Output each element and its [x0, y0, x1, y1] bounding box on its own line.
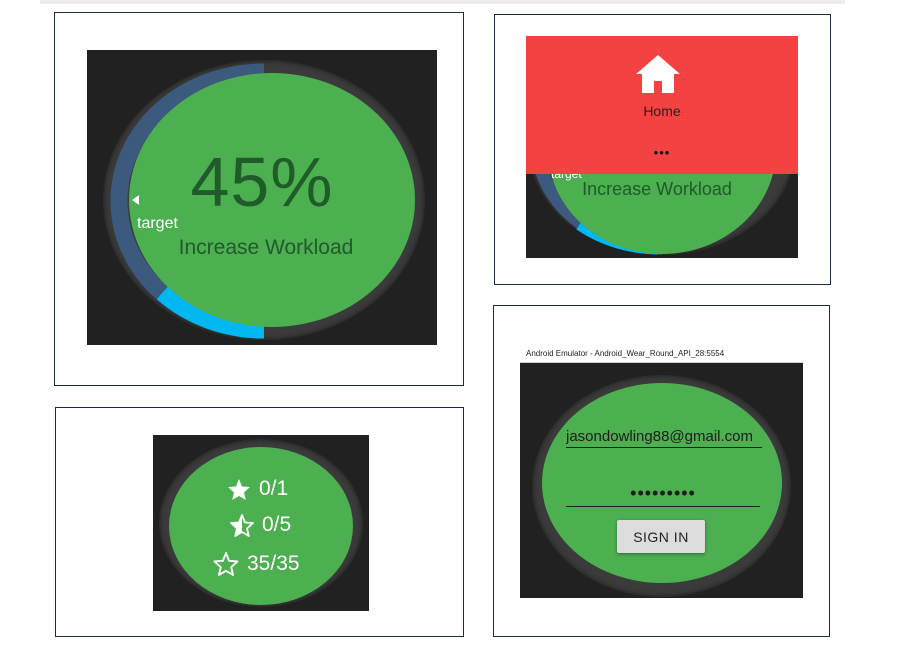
progress-percent: 45%: [190, 143, 334, 221]
home-label[interactable]: Home: [643, 103, 681, 119]
star-filled-icon: [228, 478, 250, 500]
star-half-icon: [230, 513, 254, 537]
login-watch-screen: Android Emulator - Android_Wear_Round_AP…: [520, 345, 803, 598]
sign-in-button[interactable]: SIGN IN: [617, 520, 705, 553]
target-label: target: [137, 215, 178, 232]
workload-message: Increase Workload: [582, 179, 732, 199]
stat-row: 35/35: [213, 552, 300, 576]
stats-watch-screen: 0/1 0/5 35/35: [153, 435, 369, 611]
more-indicator[interactable]: •••: [653, 145, 671, 160]
watch-face: [129, 73, 415, 327]
progress-arc: [156, 286, 265, 339]
progress-watch-screen: 45% Increase Workload target: [87, 50, 437, 345]
top-strip: [40, 0, 845, 4]
watch-face: [169, 447, 353, 605]
star-outline-icon: [213, 552, 239, 576]
stat-row: 0/1: [227, 477, 288, 501]
emulator-window-title: Android Emulator - Android_Wear_Round_AP…: [520, 345, 803, 363]
stat-value: 35/35: [247, 552, 300, 575]
password-field[interactable]: •••••••••: [566, 483, 760, 507]
workload-message: Increase Workload: [178, 236, 354, 259]
menu-watch-screen: target Increase Workload Home •••: [526, 36, 798, 258]
stat-value: 0/5: [262, 513, 292, 536]
target-arrow-icon: [132, 195, 139, 205]
stat-value: 0/1: [259, 477, 289, 500]
email-field[interactable]: [566, 426, 762, 448]
progress-ring: [110, 63, 265, 339]
stat-row: 0/5: [230, 513, 291, 537]
home-icon[interactable]: [635, 54, 681, 94]
navigation-drawer[interactable]: Home •••: [526, 36, 798, 174]
